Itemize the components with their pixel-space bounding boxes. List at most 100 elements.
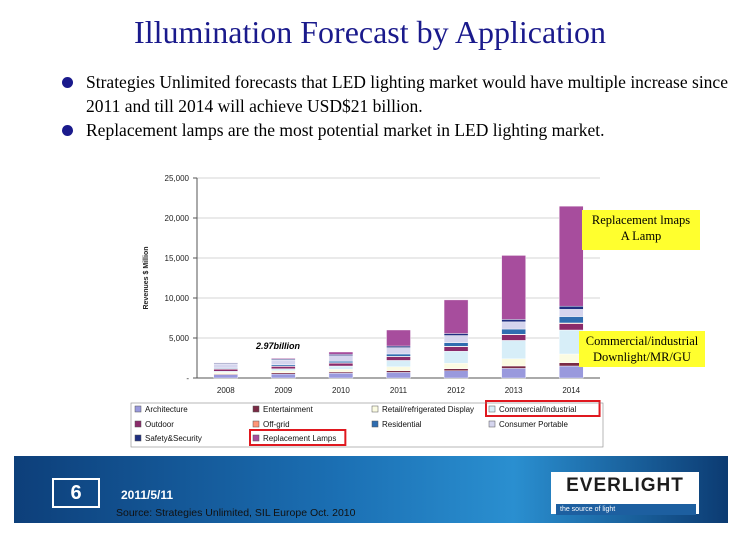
legend-label: Entertainment (263, 405, 314, 414)
legend-swatch (488, 420, 496, 428)
bar-segment (386, 366, 411, 371)
legend-frame (130, 402, 604, 448)
x-tick-label: 2014 (562, 386, 580, 395)
bullet-item: Replacement lamps are the most potential… (58, 118, 728, 142)
bar-segment (501, 365, 526, 369)
bar-segment (501, 255, 526, 320)
x-tick-label: 2009 (274, 386, 292, 395)
bar-segment (501, 319, 526, 323)
legend-label: Commercial/Industrial (499, 405, 577, 414)
bar-segment (271, 366, 296, 369)
bar-segment (559, 305, 584, 310)
bar-segment (213, 372, 238, 375)
footer-date: 2011/5/11 (121, 488, 174, 502)
legend-swatch (371, 405, 379, 413)
bar-segment (443, 351, 469, 364)
legend-swatch (252, 420, 260, 428)
bar-segment (386, 370, 411, 373)
callout-line: Replacement lmaps (591, 213, 691, 227)
legend-highlight-box (249, 429, 347, 446)
y-tick-label: 20,000 (165, 214, 190, 223)
y-tick-label: 5,000 (169, 334, 190, 343)
bar-segment (213, 363, 238, 369)
bar-segment (271, 370, 296, 373)
bullet-text: Replacement lamps are the most potential… (86, 120, 605, 140)
bar-segment (443, 368, 469, 371)
bar-segment (271, 368, 296, 371)
bar-segment (559, 205, 584, 307)
y-tick-label: 15,000 (165, 254, 190, 263)
legend-label: Safety&Security (145, 434, 202, 443)
bar-segment (213, 369, 238, 372)
bar-segment (443, 363, 469, 370)
slide-title: Illumination Forecast by Application (134, 14, 606, 50)
bar-segment (559, 316, 584, 324)
callout-replacement-lamps: Replacement lmaps A Lamp (582, 210, 700, 250)
bar-segment (328, 365, 354, 370)
bar-segment (328, 351, 354, 355)
legend-swatch (488, 405, 496, 413)
bullet-dot-icon (62, 125, 73, 136)
legend-label: Outdoor (145, 420, 174, 429)
legend-swatch (134, 405, 142, 413)
bar-segment (328, 363, 354, 367)
bar-segment (559, 309, 584, 317)
bar-segment (559, 365, 584, 379)
legend-label: Consumer Portable (499, 420, 568, 429)
bar-segment (501, 321, 526, 330)
bar-segment (443, 333, 469, 336)
footer-source: Source: Strategies Unlimited, SIL Europe… (116, 507, 356, 519)
logo-tagline: the source of light (556, 504, 696, 515)
legend-swatch (134, 434, 142, 442)
bar-segment (328, 355, 354, 362)
bullet-text: Strategies Unlimited forecasts that LED … (86, 72, 728, 116)
bar-segment (386, 360, 411, 367)
bar-segment (213, 374, 238, 379)
x-tick-label: 2012 (447, 386, 465, 395)
bar-segment (271, 358, 296, 360)
bullet-list: Strategies Unlimited forecasts that LED … (58, 70, 728, 142)
x-tick-label: 2013 (505, 386, 523, 395)
bar-segment (328, 369, 354, 373)
callout-line: Downlight/MR/GU (593, 350, 691, 364)
legend: Architecture Entertainment Retail/refriger… (130, 400, 604, 448)
bar-segment (386, 372, 411, 379)
bar-segment (386, 329, 411, 347)
legend-swatch (252, 405, 260, 413)
bar-segment (328, 373, 354, 379)
bar-segment (501, 368, 526, 379)
y-tick-label: - (186, 374, 189, 383)
bullet-item: Strategies Unlimited forecasts that LED … (58, 70, 728, 118)
bar-segment (443, 299, 469, 334)
bar-segment (386, 356, 411, 361)
bar-segment (386, 353, 411, 357)
bar-segment (443, 346, 469, 352)
bar-segment (443, 370, 469, 379)
bar-segment (443, 335, 469, 343)
legend-label: Retail/refrigerated Display (382, 405, 474, 414)
bar-segment (501, 334, 526, 341)
callout-line: A Lamp (620, 229, 662, 243)
y-tick-label: 10,000 (165, 294, 190, 303)
x-tick-label: 2011 (390, 386, 408, 395)
bar-segment (559, 323, 584, 331)
x-tick-label: 2010 (332, 386, 350, 395)
y-axis-label: Revenues $ Million (143, 246, 150, 309)
page-number: 6 (52, 478, 100, 508)
bar-segment (501, 328, 526, 335)
bullet-dot-icon (62, 77, 73, 88)
bar-segment (501, 340, 526, 359)
annotation-2009: 2.97billion (255, 341, 301, 351)
bar-segment (271, 373, 296, 379)
bar-segment (386, 347, 411, 355)
legend-swatch (134, 420, 142, 428)
legend-swatch (252, 434, 260, 442)
callout-commercial-industrial: Commercial/industrial Downlight/MR/GU (579, 331, 705, 367)
callout-line: Commercial/industrial (585, 334, 699, 348)
y-tick-label: 25,000 (165, 174, 190, 183)
logo-text: EVERLIGHT (566, 475, 684, 496)
legend-swatch (371, 420, 379, 428)
legend-label: Residential (382, 420, 422, 429)
legend-highlight-box (485, 400, 601, 417)
